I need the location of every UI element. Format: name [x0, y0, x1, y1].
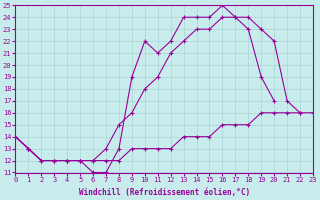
X-axis label: Windchill (Refroidissement éolien,°C): Windchill (Refroidissement éolien,°C) [79, 188, 250, 197]
